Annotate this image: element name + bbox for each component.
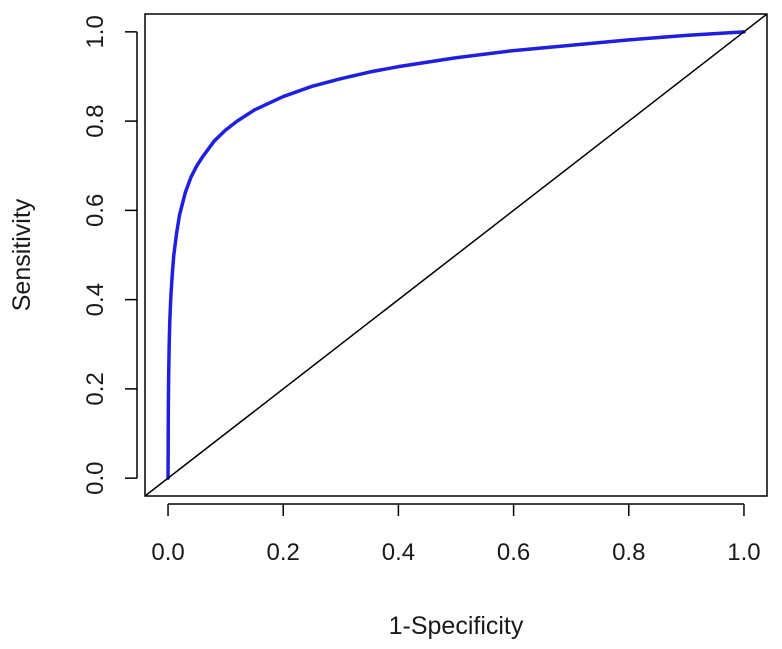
y-tick-label: 0.6 bbox=[82, 194, 109, 227]
x-tick-label: 1.0 bbox=[727, 539, 760, 566]
x-tick-label: 0.6 bbox=[497, 539, 530, 566]
reference-diagonal bbox=[145, 14, 767, 496]
x-tick-label: 0.4 bbox=[382, 539, 415, 566]
y-axis-title: Sensitivity bbox=[8, 198, 36, 311]
x-tick-label: 0.8 bbox=[612, 539, 645, 566]
y-tick-label: 0.8 bbox=[82, 104, 109, 137]
x-tick-label: 0.0 bbox=[151, 539, 184, 566]
roc-curve bbox=[166, 30, 746, 480]
y-tick-label: 0.2 bbox=[82, 372, 109, 405]
y-tick-label: 1.0 bbox=[82, 15, 109, 48]
plot-frame bbox=[144, 13, 768, 497]
x-axis: 0.0 0.2 0.4 0.6 0.8 1.0 bbox=[151, 503, 761, 566]
x-tick-label: 0.2 bbox=[267, 539, 300, 566]
y-tick-label: 0.4 bbox=[82, 283, 109, 316]
y-tick-label: 0.0 bbox=[82, 461, 109, 494]
y-axis: 0.0 0.2 0.4 0.6 0.8 1.0 bbox=[82, 15, 138, 495]
series-layer bbox=[145, 14, 767, 496]
x-axis-title: 1-Specificity bbox=[389, 612, 524, 640]
